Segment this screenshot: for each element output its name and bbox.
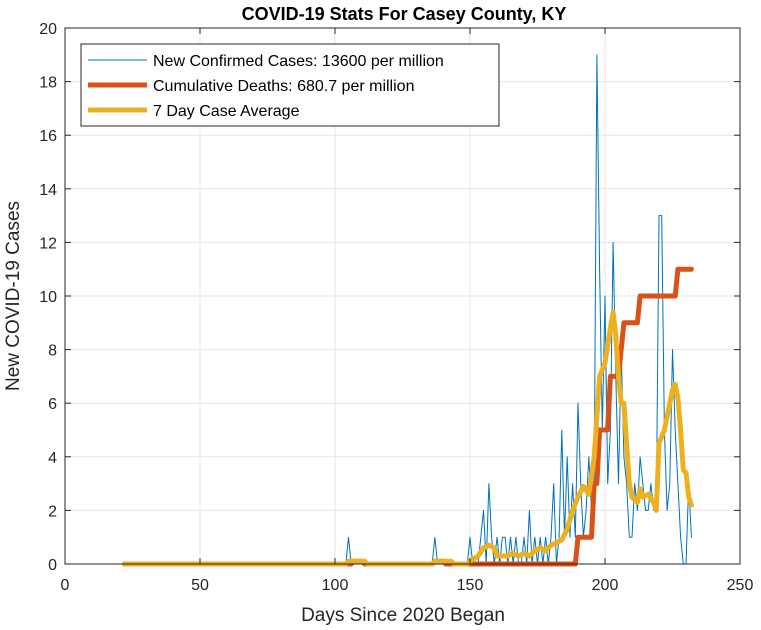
x-tick-label: 0: [61, 577, 70, 594]
x-tick-label: 150: [457, 577, 484, 594]
y-axis-label: New COVID-19 Cases: [3, 201, 24, 391]
x-axis-label: Days Since 2020 Began: [301, 605, 505, 626]
y-tick-label: 18: [39, 75, 57, 92]
chart-title: COVID-19 Stats For Casey County, KY: [242, 4, 567, 24]
y-tick-label: 0: [48, 557, 57, 574]
x-tick-label: 50: [191, 577, 209, 594]
y-tick-label: 12: [39, 235, 57, 252]
legend-label-3: 7 Day Case Average: [153, 103, 300, 120]
y-tick-label: 16: [39, 128, 57, 145]
y-tick-label: 2: [48, 503, 57, 520]
x-tick-label: 100: [322, 577, 349, 594]
ticks: 0 50 100 150 200 250 0 2 4 6 8 10 12 14 16 18 20: [39, 21, 753, 594]
legend-box: [80, 43, 500, 127]
y-tick-label: 4: [48, 450, 57, 467]
x-tick-label: 200: [592, 577, 619, 594]
x-tick-label: 250: [727, 577, 754, 594]
legend-label-1: New Confirmed Cases: 13600 per million: [153, 53, 444, 70]
y-tick-label: 8: [48, 343, 57, 360]
legend-label-2: Cumulative Deaths: 680.7 per million: [153, 78, 414, 95]
legend: New Confirmed Cases: 13600 per million Cu…: [80, 43, 500, 127]
y-tick-label: 20: [39, 21, 57, 38]
y-tick-label: 10: [39, 289, 57, 306]
y-tick-label: 14: [39, 182, 57, 199]
y-tick-label: 6: [48, 396, 57, 413]
